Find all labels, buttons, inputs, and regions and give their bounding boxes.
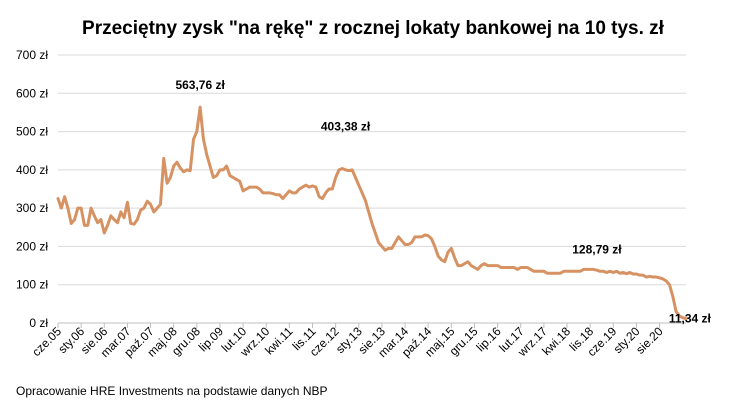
y-tick-label: 600 zł (16, 86, 48, 100)
chart-title: Przeciętny zysk "na rękę" z rocznej loka… (82, 18, 664, 39)
data-label: 403,38 zł (321, 120, 371, 134)
y-tick-label: 500 zł (16, 125, 48, 139)
source-note: Opracowanie HRE Investments na podstawie… (16, 384, 328, 398)
y-tick-label: 400 zł (16, 163, 48, 177)
series-layer (56, 105, 688, 321)
y-tick-label: 300 zł (16, 201, 48, 215)
x-tick-label: sie.20 (633, 324, 666, 357)
x-axis: cze.05sty.06sie.06mar.07paź.07maj.08gru.… (29, 322, 686, 360)
y-tick-label: 200 zł (16, 239, 48, 253)
x-tick-label: lip.16 (474, 324, 504, 354)
series-line (56, 105, 688, 321)
y-tick-label: 700 zł (16, 48, 48, 62)
gridlines (58, 54, 686, 286)
y-axis-ticks: 0 zł 100 zł 200 zł 300 zł 400 zł 500 zł 600 zł… (16, 48, 48, 330)
x-tick-label: lip.09 (196, 324, 226, 354)
data-label: 11,34 zł (669, 312, 712, 326)
annotations: 563,76 zł 403,38 zł 128,79 zł 11,34 zł (175, 78, 711, 325)
data-label: 128,79 zł (572, 243, 622, 257)
y-tick-label: 0 zł (29, 316, 48, 330)
data-label: 563,76 zł (175, 78, 225, 92)
y-tick-label: 100 zł (16, 278, 48, 292)
